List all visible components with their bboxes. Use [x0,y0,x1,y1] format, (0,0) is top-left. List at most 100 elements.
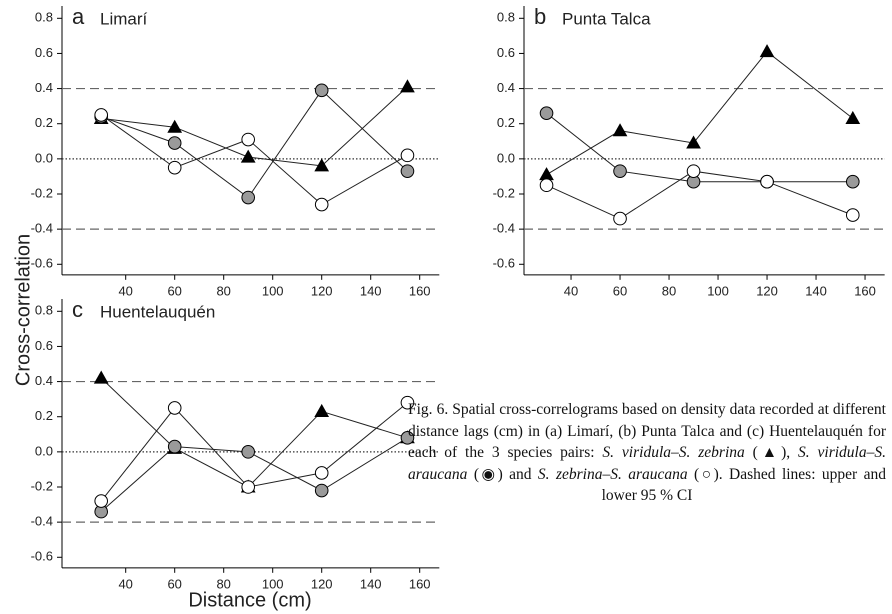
circle-marker [167,401,182,415]
x-tick-label: 120 [311,283,333,298]
y-tick-label: -0.2 [31,185,53,200]
caption-run: S. zebrina–S. araucana [537,465,688,483]
circle-marker [94,108,108,122]
circle-marker [314,83,329,98]
x-tick-label: 80 [216,576,230,591]
circle-marker [400,148,415,163]
y-tick-label: 0.2 [35,408,53,423]
caption-run: S. viridula–S. zebrina [602,444,745,462]
circle-marker [314,483,329,498]
circle-marker [314,466,329,480]
circle-marker [241,190,255,205]
circle-marker [400,431,415,445]
caption: Fig. 6. Spatial cross-correlograms based… [408,399,886,507]
x-tick-label: 100 [707,283,729,298]
circle-marker [613,164,627,178]
x-tick-label: 140 [805,283,827,298]
panel-title: Limarí [100,9,148,28]
y-tick-label: 0.8 [35,303,53,318]
x-tick-label: 60 [613,283,627,298]
triangle-marker [93,370,109,384]
y-tick-label: 0.2 [497,115,515,130]
y-axis-label: Cross-correlation [12,234,34,386]
y-tick-label: 0.0 [35,150,53,165]
circle-marker [760,174,774,189]
y-tick-label: 0.2 [35,115,53,130]
caption-run: (◉) and [467,465,538,483]
circle-marker [94,494,108,508]
circle-marker [241,480,255,494]
y-tick-label: -0.4 [493,221,515,236]
x-tick-label: 160 [409,283,431,298]
y-tick-label: -0.2 [493,185,515,200]
caption-run: Fig. 6. Spatial cross-correlograms based… [408,401,886,462]
triangle-marker [612,123,628,137]
x-tick-label: 120 [311,576,333,591]
panel-title: Punta Talca [562,9,651,28]
triangle-marker [759,44,775,58]
x-tick-label: 100 [262,283,284,298]
series-line [546,51,854,176]
y-tick-label: 0.4 [35,80,53,95]
triangle-marker [400,79,415,93]
circle-marker [686,164,701,178]
panel-letter: c [72,297,83,322]
circle-marker [400,395,415,410]
circle-marker [167,439,182,454]
x-tick-label: 80 [216,283,230,298]
y-tick-label: -0.6 [493,256,515,271]
circle-marker [400,164,415,178]
triangle-marker [240,149,256,163]
x-tick-label: 40 [118,283,132,298]
y-tick-label: 0.0 [497,150,515,165]
y-tick-label: -0.2 [31,478,53,493]
x-tick-label: 60 [167,576,181,591]
circle-marker [845,174,860,189]
x-tick-label: 60 [167,283,181,298]
y-tick-label: -0.4 [31,514,53,529]
circle-marker [167,160,182,175]
triangle-marker [314,158,330,172]
caption-run: (▲), [744,444,799,462]
y-tick-label: 0.4 [497,80,515,95]
circle-marker [241,445,255,459]
triangle-marker [686,135,701,149]
y-tick-label: 0.6 [35,45,53,60]
triangle-marker [539,167,554,181]
x-tick-label: 120 [756,283,778,298]
x-tick-label: 160 [409,576,431,591]
circle-marker [613,211,627,226]
triangle-marker [314,403,330,417]
caption-run: S. viridula–S. araucana [408,444,886,483]
circle-marker [241,132,255,147]
y-tick-label: 0.6 [497,45,515,60]
circle-marker [539,106,554,120]
y-tick-label: 0.0 [35,443,53,458]
x-tick-label: 80 [662,283,676,298]
y-tick-label: -0.6 [31,256,53,271]
x-tick-label: 100 [262,576,284,591]
caption-run: (○). Dashed lines: upper and lower 95 % … [601,465,887,505]
y-tick-label: -0.6 [31,549,53,564]
x-axis-label: Distance (cm) [188,589,311,611]
panel-title: Huentelauquén [100,302,215,321]
triangle-marker [845,110,861,124]
series-line [100,437,408,512]
y-tick-label: 0.8 [497,10,515,25]
y-tick-label: 0.6 [35,338,53,353]
series-line [101,86,408,167]
y-tick-label: 0.4 [35,373,53,388]
panel-letter: b [534,4,546,29]
circle-marker [539,178,554,193]
x-tick-label: 140 [360,283,382,298]
x-tick-label: 40 [118,576,132,591]
triangle-marker [167,119,183,133]
circle-marker [167,136,182,150]
y-tick-label: 0.8 [35,10,53,25]
x-tick-label: 160 [854,283,876,298]
circle-marker [314,197,329,212]
circle-marker [845,208,860,222]
x-tick-label: 140 [360,576,382,591]
